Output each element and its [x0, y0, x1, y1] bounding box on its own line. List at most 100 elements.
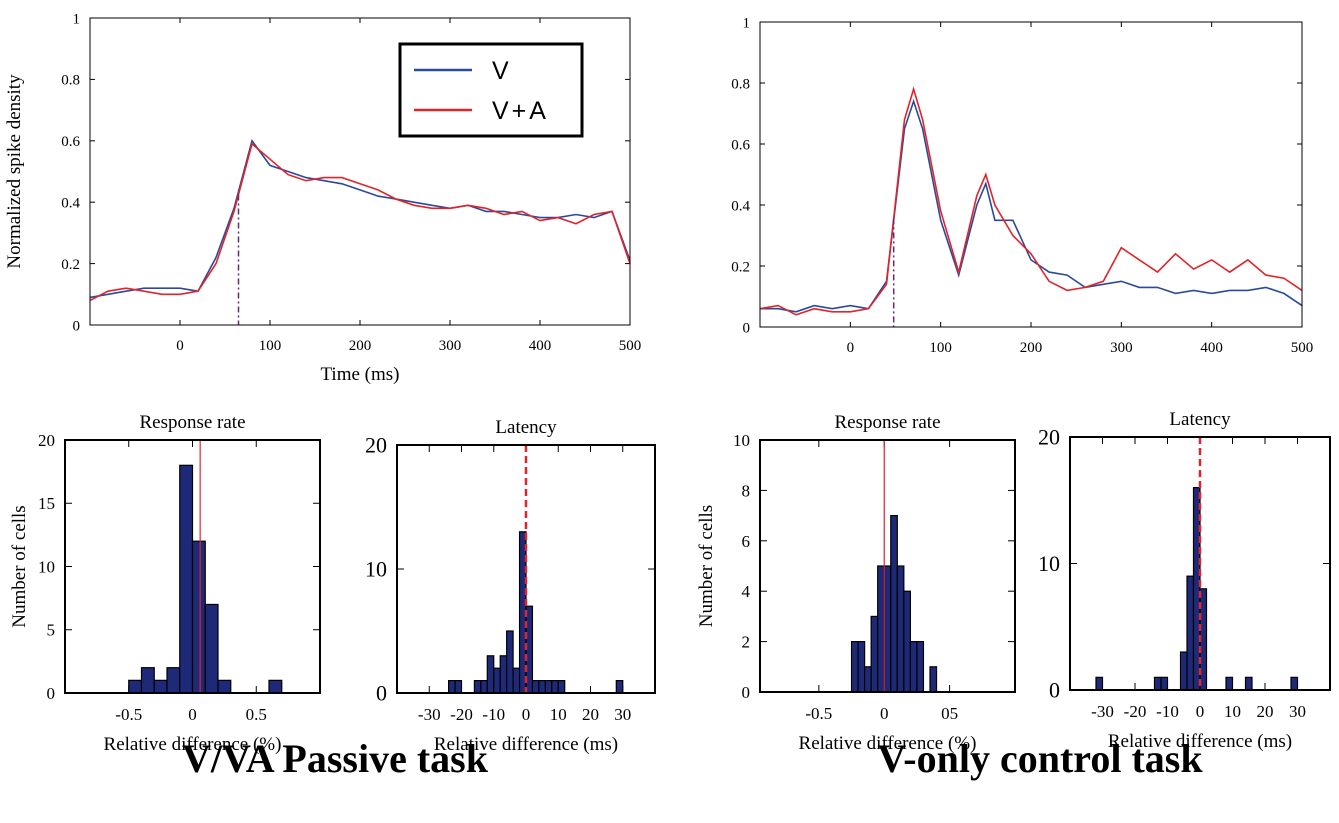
chart-title: Response rate — [139, 412, 245, 433]
legend-box — [398, 42, 584, 138]
x-tick-label: 500 — [1291, 340, 1314, 356]
y-tick-label: 0.2 — [61, 257, 80, 273]
bar — [1095, 676, 1104, 691]
bar — [864, 666, 872, 693]
x-tick-label: 200 — [349, 338, 372, 354]
y-axis-label: Number of cells — [9, 505, 30, 627]
y-tick-label: 0 — [742, 683, 751, 702]
bar — [896, 565, 905, 693]
plot-frame — [396, 444, 656, 694]
x-tick-label: 400 — [1200, 340, 1223, 356]
x-tick-label: 500 — [619, 338, 642, 354]
y-tick-label: 20 — [365, 433, 387, 458]
x-tick-label: 30 — [1289, 702, 1306, 721]
x-tick-label: 200 — [1020, 340, 1043, 356]
y-tick-label: 0.6 — [731, 137, 750, 153]
bar — [870, 615, 879, 693]
x-tick-label: 30 — [614, 705, 631, 724]
bar — [486, 655, 495, 694]
x-tick-label: -10 — [482, 705, 505, 724]
bar — [883, 565, 892, 693]
y-tick-label: 0 — [376, 681, 387, 706]
data-line — [760, 98, 1303, 313]
x-tick-label: 05 — [941, 704, 958, 723]
caption: V-only control task — [877, 736, 1203, 781]
bar — [499, 655, 508, 694]
y-tick-label: 0.4 — [61, 195, 80, 211]
x-tick-label: 300 — [1110, 340, 1133, 356]
x-tick-label: 100 — [259, 338, 282, 354]
bar — [268, 679, 283, 694]
y-tick-label: 5 — [47, 621, 56, 640]
legend-label: V — [492, 57, 512, 85]
x-axis-label: Relative difference (%) — [104, 734, 282, 755]
bar — [179, 464, 194, 694]
bar — [166, 667, 181, 694]
bar — [544, 679, 553, 694]
x-tick-label: 400 — [529, 338, 552, 354]
y-tick-label: 0 — [1049, 678, 1060, 703]
y-tick-label: 10 — [1038, 551, 1060, 576]
x-tick-label: 0 — [176, 338, 184, 354]
x-tick-label: -10 — [1156, 702, 1179, 721]
bar — [551, 679, 559, 694]
bar — [1244, 676, 1253, 691]
x-tick-label: -0.5 — [115, 705, 142, 724]
bar — [128, 679, 143, 694]
plot-frame — [1069, 436, 1331, 691]
x-tick-label: 0 — [880, 704, 889, 723]
data-line — [89, 138, 631, 299]
x-axis-label: Relative difference (ms) — [434, 734, 618, 755]
bar — [538, 679, 546, 694]
y-tick-label: 4 — [742, 582, 751, 601]
x-tick-label: 10 — [1224, 702, 1241, 721]
y-tick-label: 10 — [38, 557, 55, 576]
bar — [1290, 676, 1299, 691]
plot-frame — [759, 439, 1016, 693]
bar — [493, 667, 501, 694]
plot-frame — [759, 21, 1303, 328]
x-tick-label: -30 — [1091, 702, 1114, 721]
y-tick-label: 20 — [1038, 425, 1060, 450]
bar — [448, 679, 456, 694]
y-tick-label: 2 — [742, 633, 751, 652]
x-tick-label: 10 — [550, 705, 567, 724]
bar — [857, 640, 866, 693]
x-tick-label: -20 — [450, 705, 473, 724]
bar — [140, 667, 155, 694]
y-tick-label: 10 — [733, 431, 750, 450]
x-tick-label: -20 — [1124, 702, 1147, 721]
y-tick-label: 0.4 — [731, 198, 750, 214]
y-tick-label: 0 — [743, 320, 751, 336]
x-tick-label: -30 — [418, 705, 441, 724]
x-tick-label: 300 — [439, 338, 462, 354]
x-tick-label: 20 — [582, 705, 599, 724]
bar — [191, 540, 206, 694]
bar — [1186, 575, 1195, 691]
x-axis-label: Time (ms) — [320, 364, 399, 385]
x-tick-label: 100 — [929, 340, 952, 356]
bar — [909, 640, 918, 693]
y-tick-label: 0 — [73, 318, 81, 334]
data-line — [759, 86, 1303, 316]
bar — [1225, 676, 1234, 691]
bar — [480, 679, 488, 694]
bar — [512, 667, 521, 694]
x-tick-label: 0 — [522, 705, 531, 724]
legend-label: V+A — [492, 97, 549, 125]
chart-title: Latency — [1169, 409, 1231, 430]
bar — [890, 514, 898, 693]
bar — [557, 679, 566, 694]
bar — [1153, 676, 1162, 691]
bar — [1179, 651, 1188, 691]
x-tick-label: 20 — [1257, 702, 1274, 721]
plot-frame — [89, 17, 631, 326]
x-tick-label: 0 — [188, 705, 197, 724]
y-tick-label: 8 — [742, 481, 751, 500]
x-tick-label: 0 — [1196, 702, 1205, 721]
y-tick-label: 0.8 — [731, 76, 750, 92]
x-tick-label: -0.5 — [805, 704, 832, 723]
y-tick-label: 1 — [73, 11, 81, 27]
bar — [531, 679, 540, 694]
